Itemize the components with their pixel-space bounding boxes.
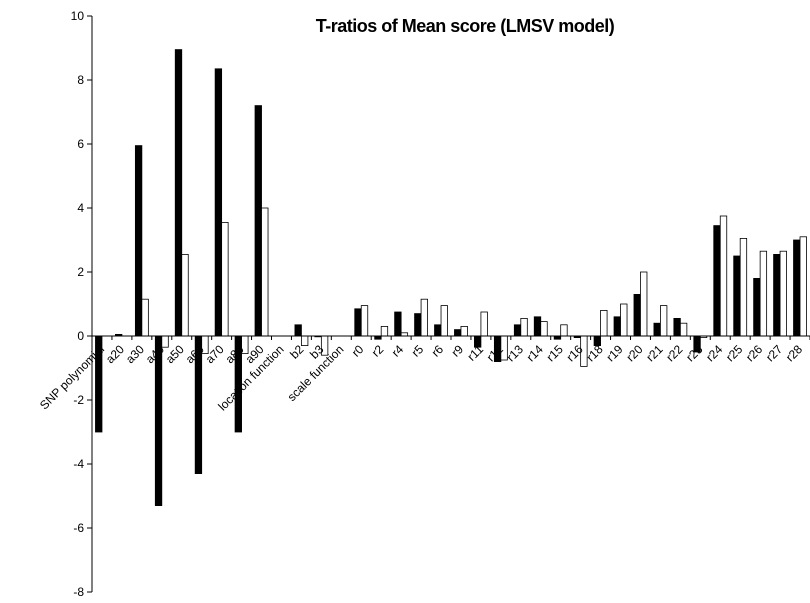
x-tick-label: r15	[544, 342, 566, 364]
x-tick-label: r6	[429, 342, 447, 360]
x-tick-label: r25	[723, 342, 745, 364]
y-tick-label: -8	[73, 585, 84, 599]
bar-series1-a50	[174, 49, 183, 337]
bar-series2-r15	[560, 324, 568, 337]
bar-series1-r5	[414, 313, 422, 337]
x-tick-label: r22	[663, 342, 685, 364]
y-axis: -8 -6 -4 -2 0 2 4 6 8 10	[71, 9, 93, 599]
bar-series1-b2	[294, 324, 302, 337]
bar-series2-r22	[679, 322, 688, 337]
bar-series2-a30	[141, 298, 149, 337]
x-tick-label: r27	[763, 342, 785, 364]
chart-title: T-ratios of Mean score (LMSV model)	[315, 16, 615, 36]
bar-series1-r13	[513, 324, 522, 337]
bar-series2-r20	[640, 271, 648, 337]
x-tick-label: r11	[465, 342, 487, 364]
bar-series2-a70	[221, 221, 229, 337]
bar-series1-a70	[214, 68, 223, 337]
bar-series2-r26	[759, 250, 768, 337]
bar-series1-r4	[394, 311, 402, 337]
bar-series1-r20	[633, 293, 641, 337]
bar-series2-r28	[799, 236, 807, 337]
x-tick-label: r24	[703, 342, 725, 364]
y-tick-label: -2	[73, 393, 84, 407]
bar-series2-a50	[181, 253, 189, 337]
bar-series2-a40	[161, 335, 169, 348]
bar-series2-r13	[520, 317, 528, 337]
bar-series2-r18	[600, 309, 608, 337]
bar-series2-r6	[440, 305, 448, 337]
x-tick-label: r20	[623, 342, 645, 364]
bar-series2-r2	[380, 325, 389, 337]
y-tick-label: -6	[73, 521, 84, 535]
bar-series1-r24	[713, 225, 721, 337]
x-tick-label: a20	[103, 342, 127, 366]
bar-series1-r6	[434, 324, 442, 337]
y-tick-label: 6	[77, 137, 84, 151]
x-tick-label: r5	[409, 342, 427, 360]
bar-series2-r19	[620, 303, 628, 337]
x-tick-label: r21	[643, 342, 665, 364]
bar-series1-r19	[613, 316, 621, 337]
bar-series1-r27	[773, 253, 781, 337]
x-tick-label: r26	[743, 342, 765, 364]
bar-series1-r22	[673, 317, 681, 337]
bar-series1-a30	[134, 145, 143, 337]
y-tick-label: -4	[73, 457, 84, 471]
bar-series	[95, 49, 807, 507]
x-tick-label: r2	[369, 342, 387, 360]
x-tick-label: r19	[603, 342, 625, 364]
bar-series1-r26	[753, 277, 761, 337]
bar-series2-r0	[360, 305, 369, 337]
bar-series1-r28	[793, 239, 801, 337]
bar-series2-r9	[460, 325, 468, 337]
x-tick-label: r9	[449, 342, 467, 360]
bar-series2-r14	[540, 321, 548, 337]
bar-series2-r21	[660, 305, 668, 337]
y-tick-label: 2	[77, 265, 84, 279]
bar-series1-r0	[354, 308, 362, 337]
bar-series2-r24	[719, 215, 728, 337]
y-tick-label: 0	[77, 329, 84, 343]
bar-series1-r9	[454, 329, 462, 337]
x-tick-label: r4	[389, 342, 407, 360]
bar-series2-r11	[480, 311, 488, 337]
bar-series1-r14	[533, 316, 542, 337]
x-tick-label: a30	[123, 342, 147, 366]
bar-series2-a90	[261, 207, 269, 337]
y-tick-label: 8	[77, 73, 84, 87]
bar-series2-r27	[779, 250, 787, 337]
y-tick-label: 4	[77, 201, 84, 215]
y-tick-label: 10	[71, 9, 85, 23]
bar-series2-b2	[301, 335, 309, 347]
bar-series1-a90	[254, 105, 262, 337]
bar-series1-r21	[653, 322, 661, 337]
x-tick-label: r28	[783, 342, 805, 364]
x-axis: SNP polynomiala20a30a40a50a60a70a80a90lo…	[37, 335, 810, 413]
bar-series2-r5	[420, 298, 428, 337]
x-tick-label: r14	[524, 342, 546, 364]
x-tick-label: r0	[349, 342, 367, 360]
bar-series2-r25	[739, 237, 748, 337]
bar-series1-r25	[733, 255, 741, 337]
x-tick-label: r23	[683, 342, 705, 364]
